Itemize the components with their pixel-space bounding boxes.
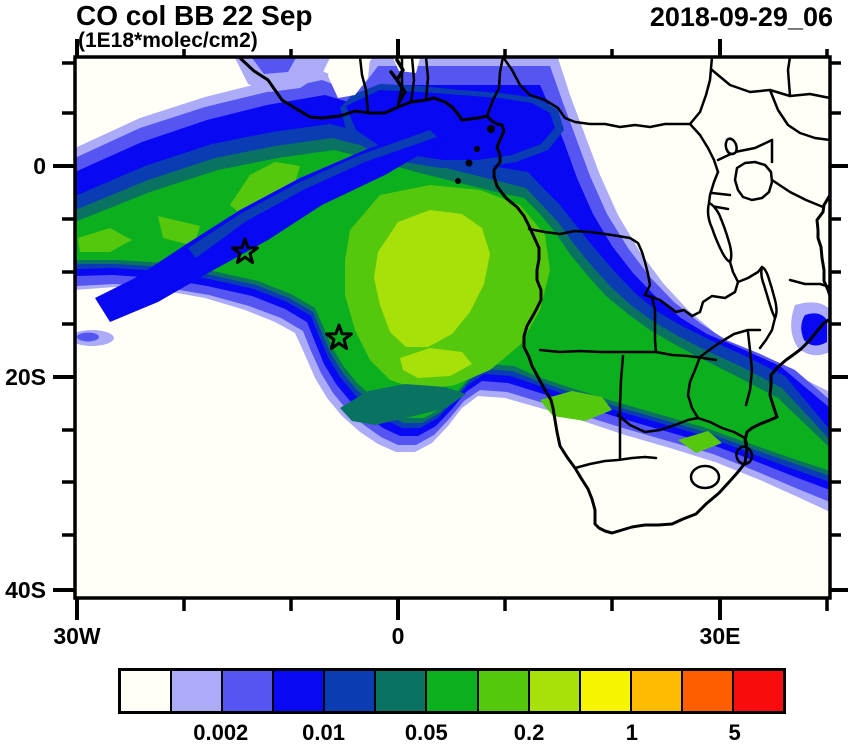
x-tick-label-30w: 30W [53,623,101,649]
border-togo-benin [409,58,416,104]
africa-east-coastline [815,193,829,298]
lake-victoria [733,160,774,202]
contour-periwinkle-blob-west [77,332,99,342]
border-lesotho [689,464,721,490]
page-title: CO col BB 22 Sep [76,0,313,31]
colorbar-tick-label: 1 [625,720,638,745]
border-angola-namibia [538,348,718,362]
minor-ticks [62,49,841,611]
border-namibia-southafrica-orange [573,455,658,470]
datetime-stamp: 2018-09-29_06 [649,2,833,32]
colorbar-tick-label: 5 [728,720,741,745]
border-namibia-botswana [618,354,625,460]
y-tick-label-40s: 40S [5,577,46,603]
border-kenya-ethiopia [768,88,829,142]
lake-volta [389,58,407,104]
colorbar-cell [527,671,579,711]
border-nigeria-cameroon [485,58,505,118]
lake-malawi [760,265,778,320]
border-drc-uganda [707,170,720,205]
border-benin-nigeria [424,58,430,102]
lakes [706,137,778,320]
colorbar-cell [680,671,732,711]
contour-apple-streak-nw2 [158,216,200,246]
border-limpopo [696,416,749,446]
country-borders [358,58,829,490]
co-contour-layers [76,58,829,512]
border-car-south [502,58,692,129]
major-ticks [53,39,848,620]
coastlines [237,58,829,535]
colorbar-cell [323,671,375,711]
colorbar-cell [121,671,171,711]
border-botswana-southafrica [616,413,700,434]
contour-apple-se-band [540,391,612,421]
x-tick-label-0: 0 [392,623,405,649]
border-swaziland [735,445,754,466]
colorbar-tick-label: 0.01 [302,720,345,745]
border-botswana-zimbabwe [686,355,702,420]
colorbar-labels: 0.002 0.01 0.05 0.2 1 5 [118,720,786,750]
contour-apple-streak-nw [230,162,300,216]
border-sudan-vertical [786,58,792,98]
contour-apple-left-edge [78,228,132,252]
island-annobon [455,178,461,184]
contour-periwinkle-top-patch [252,58,296,74]
border-tanzania-mozambique [788,278,829,289]
x-tick-label-30e: 30E [700,623,741,649]
colorbar-cell [272,671,324,711]
border-uganda-north [716,138,774,162]
border-cameroon-car-north [688,58,714,126]
colorbar-cell [374,671,426,711]
border-malawi-south [758,316,777,350]
colorbar-cell [629,671,681,711]
colorbar-cell [170,671,222,711]
map-plot-area [76,58,829,597]
contour-apple-se-band2 [678,431,722,453]
y-tick-label-0: 0 [33,153,46,179]
colorbar-cell [476,671,528,711]
contour-blue-streak-diagonal [95,125,445,322]
border-tanzania-zambia [736,265,764,284]
gulf-islands [455,125,495,184]
border-zimbabwe-mozambique [744,330,754,407]
contour-navy-streak-core [188,130,437,258]
border-angola-zambia [650,295,658,354]
colorbar-tick-label: 0.2 [513,720,545,745]
colorbar [118,668,786,714]
island-sao-tome [465,159,473,167]
border-drc-angola [527,227,652,297]
contour-blue-patch-nmoz [801,313,827,346]
colorbar-cell [578,671,630,711]
border-drc-tanzania-south [728,260,740,284]
y-tick-label-20s: 20S [5,364,46,390]
border-cotedivoire-ghana [358,58,370,114]
lake-albert [724,137,738,156]
colorbar-cell [731,671,784,711]
border-drc-zambia-pedicle [643,280,740,318]
island-principe [474,146,480,152]
border-rwanda [710,191,732,197]
colorbar-cell [221,671,273,711]
border-kenya-tanzania [770,178,825,209]
colorbar-tick-label: 0.05 [404,720,448,745]
island-bioko [487,125,495,133]
border-zambia-zimbabwe [698,328,762,359]
plot-frame-and-ticks [53,39,848,620]
contour-teal-streak-south [340,384,466,425]
units-subtitle: (1E18*molec/cm2) [78,29,258,52]
lake-tanganyika [706,201,733,264]
plot-frame [73,55,832,600]
axis-tick-labels: 0 20S 40S 30W 0 30E [5,153,740,649]
contour-white-pocket-ghana [328,58,370,98]
contour-yellowgreen-core [374,210,490,347]
africa-west-south-coastline [237,58,829,535]
colorbar-tick-label: 0.002 [193,720,249,745]
contour-yellowgreen-patch [400,348,472,378]
colorbar-cell [425,671,477,711]
border-car-drc-east [688,122,720,174]
